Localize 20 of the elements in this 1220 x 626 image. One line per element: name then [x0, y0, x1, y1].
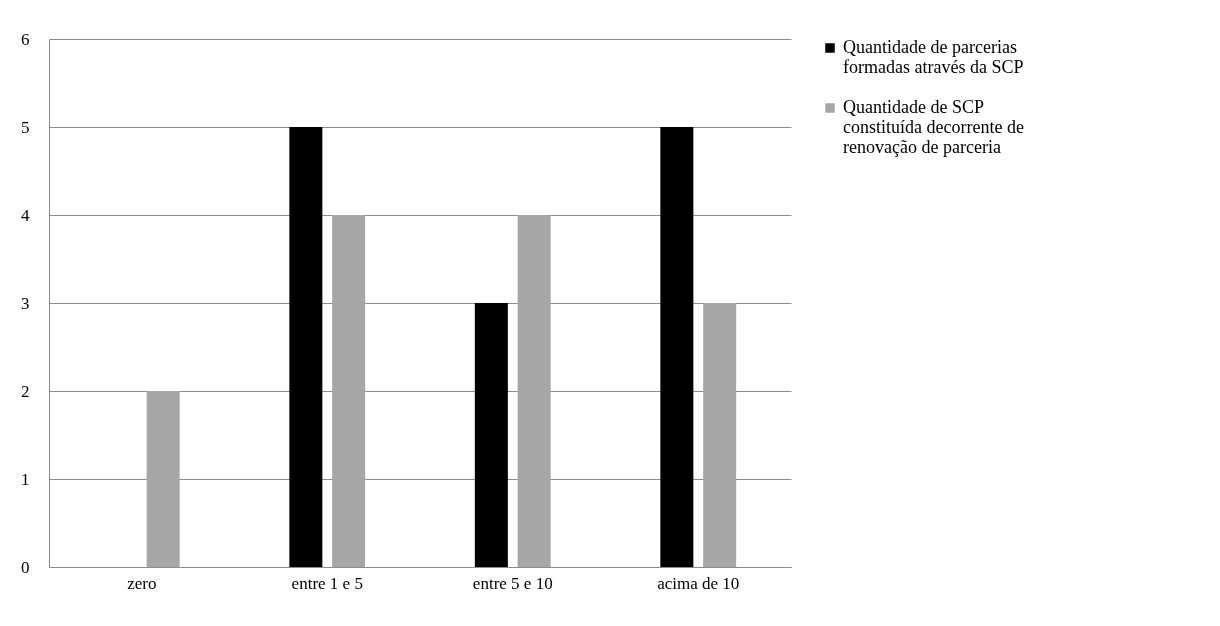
y-tick-label: 0	[21, 557, 30, 577]
bar	[474, 303, 508, 567]
x-tick-label: acima de 10	[657, 573, 740, 593]
y-tick-label: 5	[21, 117, 30, 137]
legend-label: Quantidade de parcerias formadas através da SCP	[843, 37, 1024, 77]
y-tick-label: 3	[21, 293, 30, 313]
bar	[289, 127, 323, 567]
bar	[703, 303, 737, 567]
legend-label: Quantidade de SCP constituída decorrente de renovação de parceria	[843, 97, 1024, 157]
y-tick-label: 1	[21, 469, 30, 489]
y-tick-label: 6	[21, 29, 30, 49]
y-tick-label: 2	[21, 381, 30, 401]
bar	[660, 127, 694, 567]
bar	[146, 391, 180, 567]
x-tick-label: entre 1 e 5	[291, 573, 363, 593]
x-tick-label: entre 5 e 10	[472, 573, 553, 593]
x-tick-label: zero	[127, 573, 157, 593]
y-tick-label: 4	[21, 205, 30, 225]
bar	[332, 215, 366, 567]
bar	[517, 215, 551, 567]
